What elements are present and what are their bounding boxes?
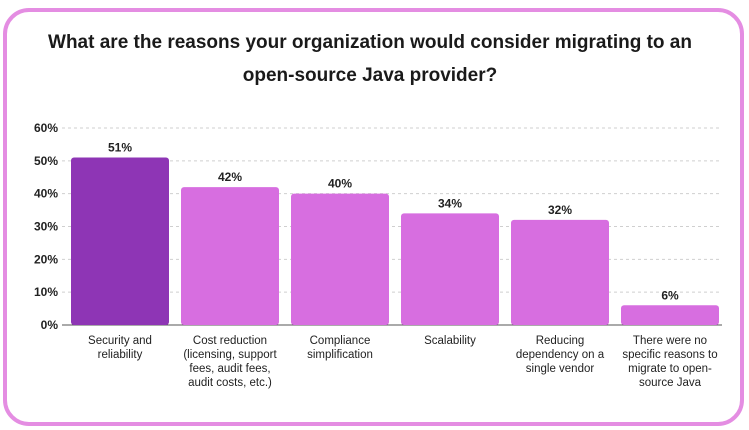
data-label: 51% xyxy=(108,141,132,155)
x-tick-label: migrate to open- xyxy=(628,363,712,375)
bar xyxy=(401,213,499,325)
bar xyxy=(511,219,609,325)
x-tick-label: There were no xyxy=(633,335,707,347)
data-label: 42% xyxy=(218,170,242,184)
x-tick-label: Security and xyxy=(88,335,152,347)
data-label: 6% xyxy=(661,288,679,302)
y-tick-label: 0% xyxy=(41,318,59,332)
data-label: 40% xyxy=(328,177,352,191)
x-tick-label: source Java xyxy=(639,377,702,389)
x-tick-label: fees, audit fees, xyxy=(189,363,270,375)
x-tick-label: specific reasons to xyxy=(622,349,717,361)
bar xyxy=(71,157,169,325)
x-tick-label: simplification xyxy=(307,349,373,361)
chart-title: What are the reasons your organization w… xyxy=(48,32,692,86)
bar xyxy=(621,305,719,325)
data-label: 32% xyxy=(548,203,572,217)
bar xyxy=(181,187,279,325)
x-tick-label: Compliance xyxy=(310,335,371,347)
x-tick-label: Reducing xyxy=(536,335,585,347)
y-tick-label: 50% xyxy=(34,154,58,168)
y-tick-label: 20% xyxy=(34,252,58,266)
y-tick-label: 60% xyxy=(34,121,58,135)
x-tick-label: (licensing, support xyxy=(183,349,277,361)
y-tick-label: 10% xyxy=(34,285,58,299)
y-tick-label: 40% xyxy=(34,187,58,201)
x-tick-label: single vendor xyxy=(526,363,595,375)
data-label: 34% xyxy=(438,196,462,210)
x-tick-label: Scalability xyxy=(424,335,476,347)
y-tick-label: 30% xyxy=(34,220,58,234)
x-tick-label: audit costs, etc.) xyxy=(188,377,272,389)
x-tick-label: dependency on a xyxy=(516,349,605,361)
x-tick-label: reliability xyxy=(98,349,143,361)
x-tick-label: Cost reduction xyxy=(193,335,267,347)
bar xyxy=(291,193,389,325)
